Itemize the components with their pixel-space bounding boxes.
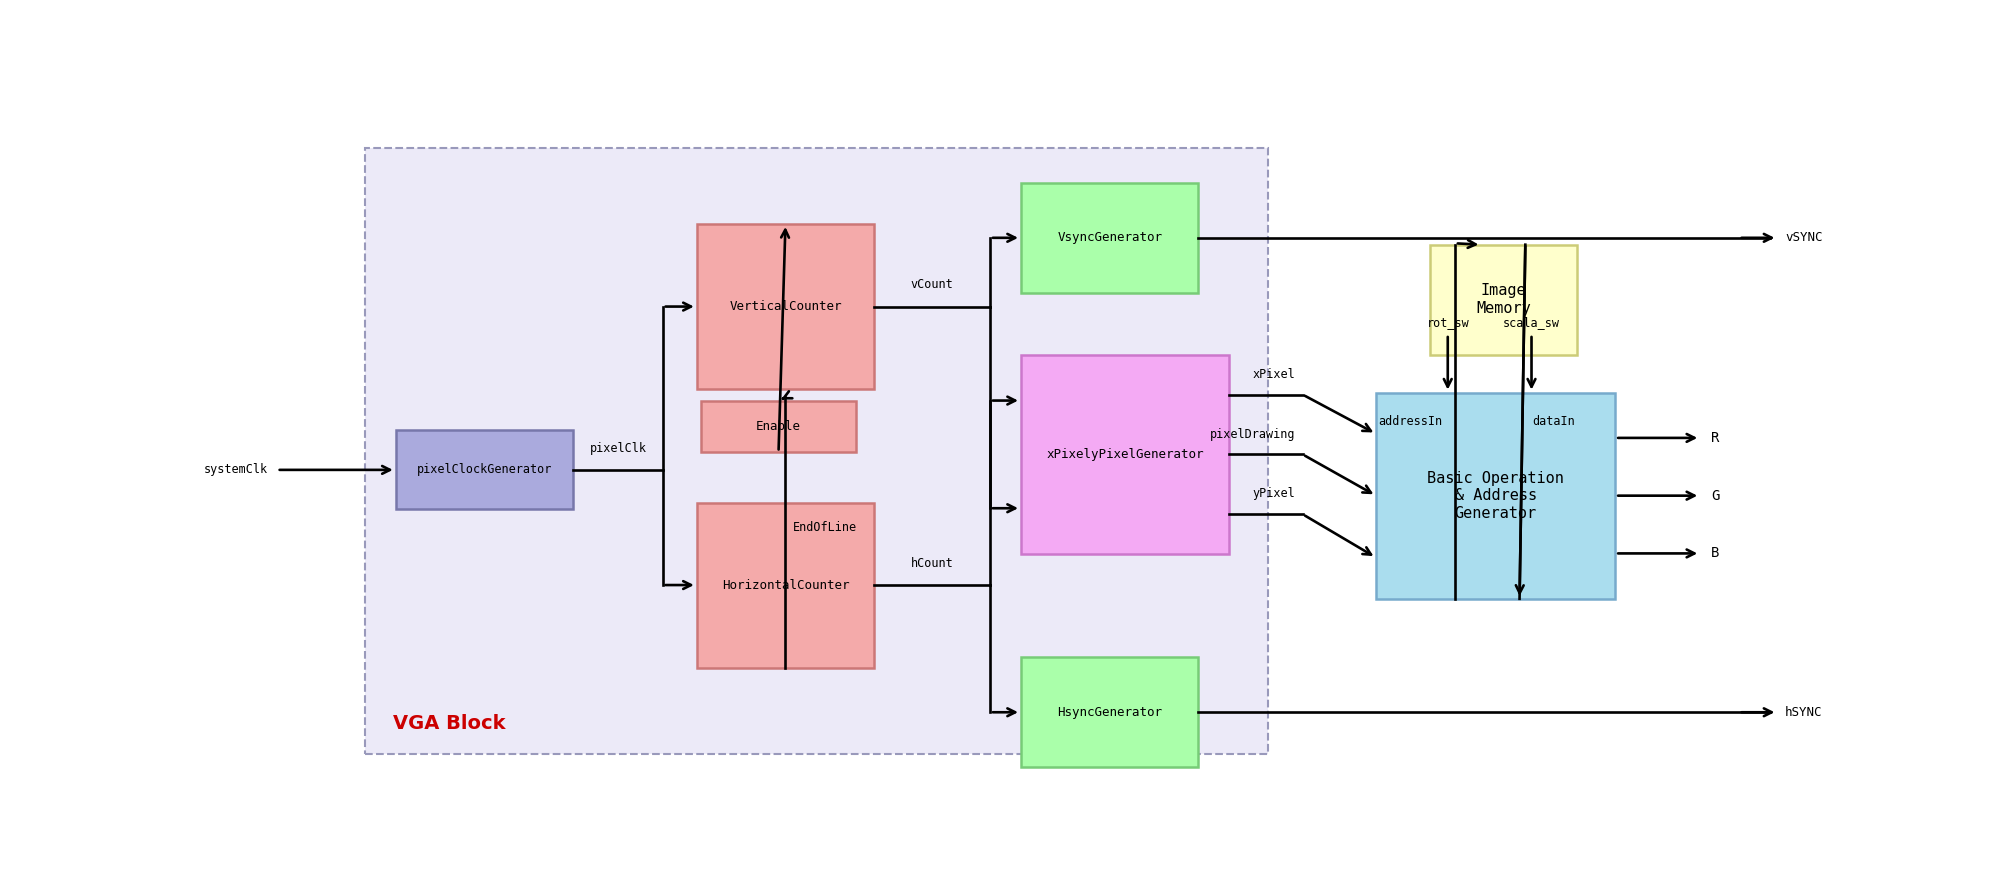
Text: scala_sw: scala_sw [1504, 316, 1560, 330]
Text: yPixel: yPixel [1253, 488, 1295, 500]
Text: HorizontalCounter: HorizontalCounter [721, 579, 849, 591]
Text: hCount: hCount [910, 557, 954, 570]
FancyBboxPatch shape [365, 148, 1267, 754]
Text: vCount: vCount [910, 279, 954, 291]
Text: xPixelyPixelGenerator: xPixelyPixelGenerator [1046, 448, 1203, 461]
Text: G: G [1711, 488, 1719, 503]
Text: addressIn: addressIn [1378, 415, 1442, 429]
Text: VGA Block: VGA Block [392, 714, 506, 733]
Text: EndOfLine: EndOfLine [793, 521, 857, 534]
FancyBboxPatch shape [697, 503, 874, 668]
FancyBboxPatch shape [1020, 355, 1229, 554]
Text: pixelClockGenerator: pixelClockGenerator [416, 463, 552, 476]
Text: rot_sw: rot_sw [1426, 316, 1470, 330]
Text: vSYNC: vSYNC [1785, 231, 1823, 245]
Text: dataIn: dataIn [1532, 415, 1574, 429]
FancyBboxPatch shape [1020, 183, 1199, 293]
FancyBboxPatch shape [396, 430, 574, 509]
FancyBboxPatch shape [697, 224, 874, 389]
FancyBboxPatch shape [701, 401, 857, 453]
Text: hSYNC: hSYNC [1785, 705, 1823, 719]
Text: VerticalCounter: VerticalCounter [729, 300, 843, 313]
Text: VsyncGenerator: VsyncGenerator [1058, 231, 1161, 245]
FancyBboxPatch shape [1020, 657, 1199, 767]
Text: HsyncGenerator: HsyncGenerator [1058, 705, 1161, 719]
FancyBboxPatch shape [1376, 393, 1616, 599]
Text: xPixel: xPixel [1253, 368, 1295, 380]
Text: R: R [1711, 431, 1719, 445]
Text: systemClk: systemClk [203, 463, 267, 476]
Text: B: B [1711, 547, 1719, 561]
FancyBboxPatch shape [1430, 245, 1578, 355]
Text: Enable: Enable [757, 420, 801, 433]
Text: pixelDrawing: pixelDrawing [1209, 428, 1295, 440]
Text: pixelClk: pixelClk [590, 442, 647, 455]
Text: Basic Operation
& Address
Generator: Basic Operation & Address Generator [1426, 471, 1564, 521]
Text: Image
Memory: Image Memory [1476, 283, 1530, 316]
